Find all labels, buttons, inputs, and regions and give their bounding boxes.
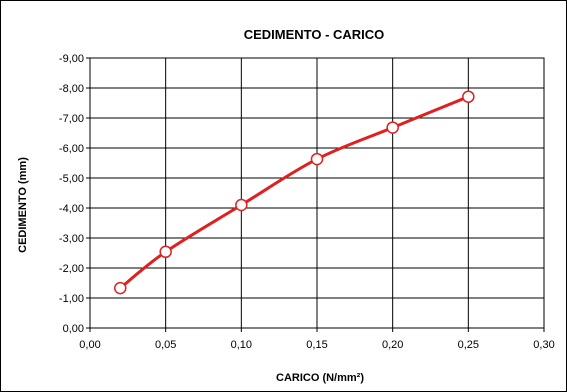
- ticks: 0,00 -1,00 -2,00 -3,00 -4,00 -5,00 -6,00 -7,00 -…: [59, 53, 555, 351]
- x-tick-label: 0,10: [231, 339, 252, 351]
- x-tick-label: 0,15: [306, 339, 327, 351]
- data-point: [386, 121, 399, 134]
- series: [114, 90, 475, 295]
- data-point: [114, 281, 127, 295]
- grid: [90, 58, 544, 328]
- data-point: [310, 152, 324, 166]
- y-axis-label: CEDIMENTO (mm): [17, 157, 29, 253]
- y-tick-label: -5,00: [59, 173, 84, 185]
- data-point: [462, 90, 475, 103]
- y-tick-label: 0,00: [63, 323, 84, 335]
- y-tick-label: -8,00: [59, 83, 84, 95]
- data-point: [159, 245, 172, 259]
- x-tick-label: 0,20: [382, 339, 403, 351]
- y-tick-label: -2,00: [59, 263, 84, 275]
- series-line: [119, 95, 469, 290]
- x-tick-label: 0,25: [458, 339, 479, 351]
- data-point: [235, 198, 248, 212]
- y-tick-label: -7,00: [59, 113, 84, 125]
- x-tick-label: 0,00: [79, 339, 100, 351]
- y-tick-label: -9,00: [59, 53, 84, 65]
- x-tick-label: 0,05: [155, 339, 176, 351]
- chart-title: CEDIMENTO - CARICO: [244, 27, 385, 42]
- y-tick-label: -3,00: [59, 233, 84, 245]
- y-tick-label: -1,00: [59, 293, 84, 305]
- y-tick-label: -6,00: [59, 143, 84, 155]
- x-axis-label: CARICO (N/mm²): [276, 372, 364, 384]
- x-tick-label: 0,30: [533, 339, 554, 351]
- y-tick-label: -4,00: [59, 203, 84, 215]
